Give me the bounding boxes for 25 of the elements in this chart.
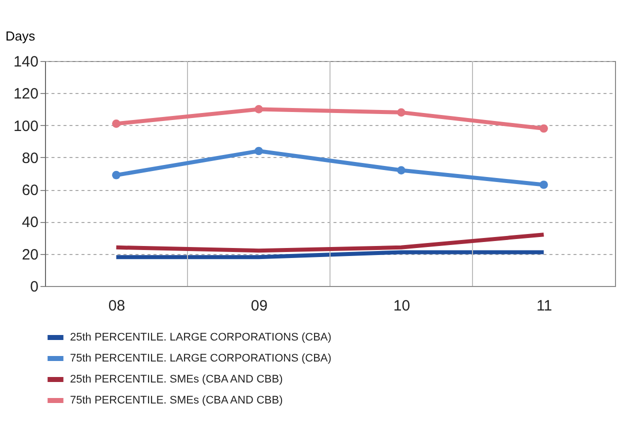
y-tick-label: 100 — [13, 118, 38, 135]
y-axis-title: Days — [6, 28, 36, 44]
x-tick-label: 09 — [250, 298, 268, 314]
point — [540, 124, 548, 133]
y-tick-label: 80 — [22, 150, 38, 167]
point — [254, 146, 263, 156]
point — [254, 105, 263, 114]
legend-label: 75th PERCENTILE. SMEs (CBA AND CBB) — [70, 394, 283, 406]
x-tick-label: 11 — [536, 298, 552, 314]
y-tick-label: 60 — [22, 182, 38, 200]
point — [397, 166, 406, 174]
y-tick-label: 120 — [13, 86, 38, 103]
point — [397, 108, 406, 117]
x-tick-label: 10 — [393, 298, 410, 314]
legend-label: 25th PERCENTILE. SMEs (CBA AND CBB) — [70, 374, 283, 386]
y-tick-label: 140 — [13, 54, 38, 70]
y-tick-label: 20 — [22, 246, 38, 264]
point — [112, 170, 120, 180]
x-tick-label: 08 — [108, 298, 126, 314]
y-tick-label: 40 — [22, 214, 38, 232]
legend-label: 75th PERCENTILE. LARGE CORPORATIONS (CBA) — [70, 352, 332, 364]
y-tick-label: 0 — [30, 278, 38, 296]
point — [112, 120, 120, 128]
legend-label: 25th PERCENTILE. LARGE CORPORATIONS (CBA) — [70, 332, 332, 344]
point — [540, 180, 548, 189]
